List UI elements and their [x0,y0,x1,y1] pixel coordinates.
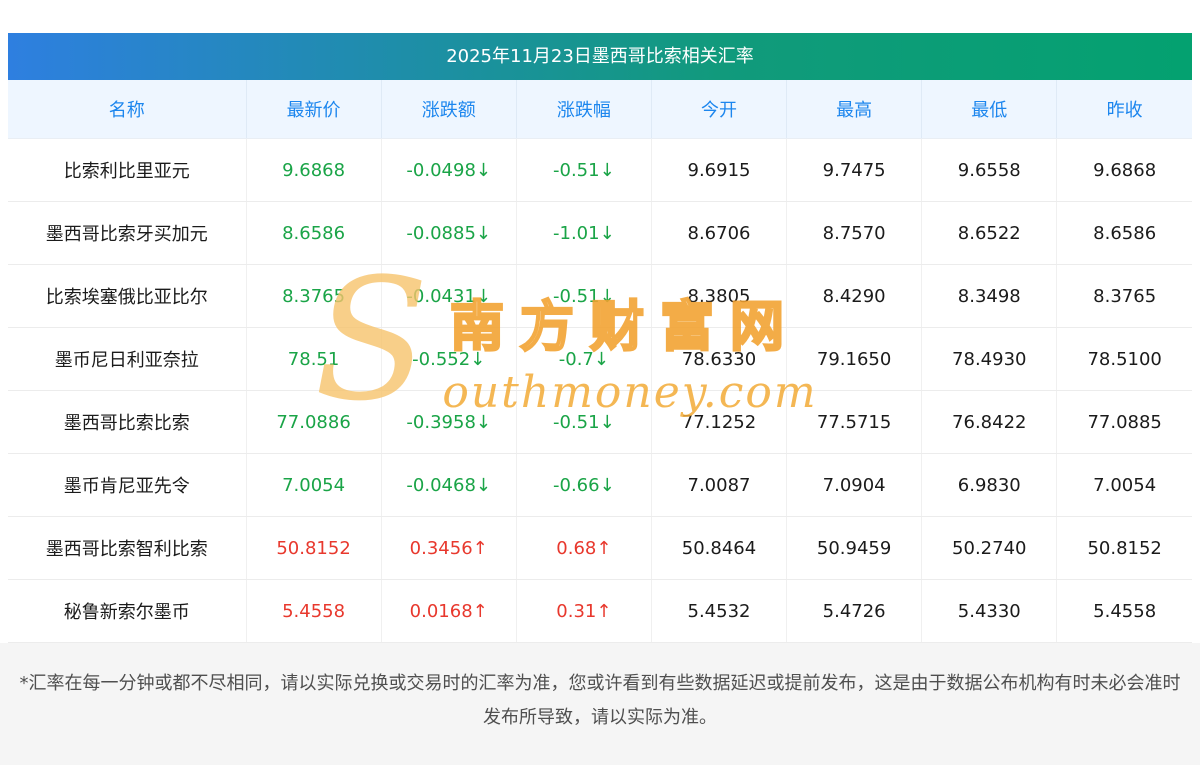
cell-change: -0.0498↓ [381,138,517,202]
table-body: 比索利比里亚元 9.6868 -0.0498↓ -0.51↓ 9.6915 9.7475 9… [8,138,1192,643]
cell-prev: 8.3765 [1056,264,1192,328]
cell-name: 墨西哥比索智利比索 [8,516,247,580]
cell-change: -0.0885↓ [381,201,517,265]
table-row: 墨币肯尼亚先令 7.0054 -0.0468↓ -0.66↓ 7.0087 7.0904 6… [8,453,1192,517]
table-header-row: 名称 最新价 涨跌额 涨跌幅 今开 最高 最低 昨收 [8,80,1192,139]
cell-low: 50.2740 [921,516,1058,580]
cell-latest: 50.8152 [246,516,382,580]
cell-name: 墨币肯尼亚先令 [8,453,247,517]
cell-open: 50.8464 [651,516,788,580]
header-cell-pct: 涨跌幅 [516,80,652,139]
table-row: 秘鲁新索尔墨币 5.4558 0.0168↑ 0.31↑ 5.4532 5.4726 5.4… [8,579,1192,643]
cell-high: 8.7570 [786,201,923,265]
table-row: 墨币尼日利亚奈拉 78.51 -0.552↓ -0.7↓ 78.6330 79.1650 7… [8,327,1192,391]
table-row: 比索利比里亚元 9.6868 -0.0498↓ -0.51↓ 9.6915 9.7475 9… [8,138,1192,202]
cell-low: 8.3498 [921,264,1058,328]
cell-change: -0.552↓ [381,327,517,391]
cell-prev: 77.0885 [1056,390,1192,454]
cell-open: 5.4532 [651,579,788,643]
table-row: 墨西哥比索牙买加元 8.6586 -0.0885↓ -1.01↓ 8.6706 8.757… [8,201,1192,265]
cell-open: 7.0087 [651,453,788,517]
cell-name: 墨西哥比索牙买加元 [8,201,247,265]
header-cell-low: 最低 [921,80,1058,139]
cell-name: 秘鲁新索尔墨币 [8,579,247,643]
header-cell-latest: 最新价 [246,80,382,139]
header-cell-change: 涨跌额 [381,80,517,139]
cell-latest: 7.0054 [246,453,382,517]
cell-pct: -0.51↓ [516,138,652,202]
cell-high: 9.7475 [786,138,923,202]
cell-prev: 50.8152 [1056,516,1192,580]
cell-name: 墨西哥比索比索 [8,390,247,454]
cell-low: 9.6558 [921,138,1058,202]
cell-low: 8.6522 [921,201,1058,265]
cell-open: 9.6915 [651,138,788,202]
cell-name: 比索埃塞俄比亚比尔 [8,264,247,328]
cell-name: 墨币尼日利亚奈拉 [8,327,247,391]
cell-pct: 0.31↑ [516,579,652,643]
cell-latest: 5.4558 [246,579,382,643]
cell-latest: 78.51 [246,327,382,391]
cell-high: 50.9459 [786,516,923,580]
cell-prev: 8.6586 [1056,201,1192,265]
cell-high: 7.0904 [786,453,923,517]
cell-open: 77.1252 [651,390,788,454]
cell-low: 76.8422 [921,390,1058,454]
rates-table: 名称 最新价 涨跌额 涨跌幅 今开 最高 最低 昨收 比索利比里亚元 9.6868… [8,80,1192,643]
cell-pct: -0.66↓ [516,453,652,517]
table-row: 墨西哥比索比索 77.0886 -0.3958↓ -0.51↓ 77.1252 77.57… [8,390,1192,454]
table-row: 比索埃塞俄比亚比尔 8.3765 -0.0431↓ -0.51↓ 8.3805 8.429… [8,264,1192,328]
cell-open: 8.6706 [651,201,788,265]
cell-latest: 8.6586 [246,201,382,265]
cell-change: 0.0168↑ [381,579,517,643]
cell-latest: 77.0886 [246,390,382,454]
cell-open: 8.3805 [651,264,788,328]
header-cell-open: 今开 [651,80,788,139]
cell-pct: -0.51↓ [516,264,652,328]
cell-high: 8.4290 [786,264,923,328]
cell-latest: 9.6868 [246,138,382,202]
cell-pct: -1.01↓ [516,201,652,265]
cell-pct: -0.7↓ [516,327,652,391]
cell-low: 5.4330 [921,579,1058,643]
cell-high: 79.1650 [786,327,923,391]
footer-note: *汇率在每一分钟或都不尽相同，请以实际兑换或交易时的汇率为准，您或许看到有些数据… [0,643,1200,765]
cell-change: -0.0468↓ [381,453,517,517]
cell-open: 78.6330 [651,327,788,391]
cell-high: 77.5715 [786,390,923,454]
cell-change: 0.3456↑ [381,516,517,580]
cell-prev: 7.0054 [1056,453,1192,517]
cell-pct: -0.51↓ [516,390,652,454]
header-cell-high: 最高 [786,80,923,139]
cell-prev: 5.4558 [1056,579,1192,643]
table-row: 墨西哥比索智利比索 50.8152 0.3456↑ 0.68↑ 50.8464 50.94… [8,516,1192,580]
cell-high: 5.4726 [786,579,923,643]
header-cell-prev: 昨收 [1056,80,1192,139]
cell-prev: 9.6868 [1056,138,1192,202]
cell-change: -0.3958↓ [381,390,517,454]
cell-pct: 0.68↑ [516,516,652,580]
header-cell-name: 名称 [8,80,247,139]
cell-name: 比索利比里亚元 [8,138,247,202]
cell-change: -0.0431↓ [381,264,517,328]
page-title: 2025年11月23日墨西哥比索相关汇率 [8,33,1192,80]
cell-prev: 78.5100 [1056,327,1192,391]
cell-latest: 8.3765 [246,264,382,328]
cell-low: 6.9830 [921,453,1058,517]
cell-low: 78.4930 [921,327,1058,391]
